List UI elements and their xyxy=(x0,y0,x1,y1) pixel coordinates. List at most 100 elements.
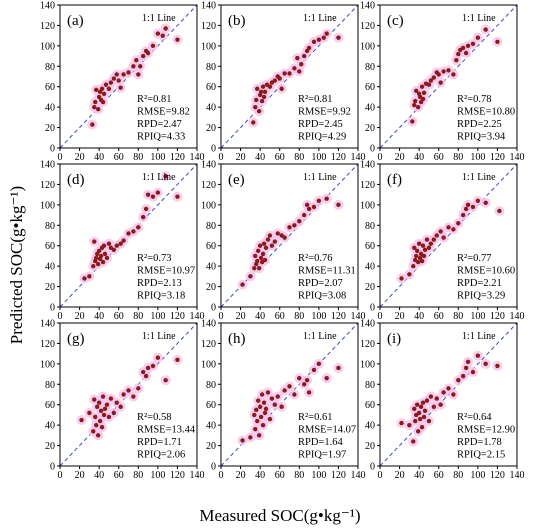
data-point xyxy=(412,406,417,411)
data-point xyxy=(475,35,481,40)
stat-text: RPIQ=2.06 xyxy=(137,450,185,461)
data-point xyxy=(131,229,136,234)
one-to-one-label: 1:1 Line xyxy=(303,13,337,24)
scatter-panel: 00 20 20 40 40 60 60 80 80 100 100 120 120 140 140 (g) 1… xyxy=(40,319,205,482)
y-tick-label: 40 xyxy=(206,103,216,114)
x-tick-label: 100 xyxy=(150,470,165,481)
x-tick-label: 40 xyxy=(255,311,265,322)
x-axis-title: Measured SOC(g•kg⁻¹) xyxy=(199,506,360,525)
y-tick-label: 20 xyxy=(365,123,375,134)
x-tick-label: 60 xyxy=(434,470,444,481)
data-point xyxy=(424,398,430,403)
data-point xyxy=(262,410,268,416)
data-point xyxy=(295,55,300,61)
x-tick-label: 0 xyxy=(219,311,224,322)
data-point xyxy=(253,427,258,432)
data-point xyxy=(297,69,302,74)
data-point xyxy=(98,408,104,414)
stat-text: RMSE=12.90 xyxy=(457,425,515,436)
x-tick-label: 80 xyxy=(133,311,143,322)
data-point xyxy=(431,237,437,242)
data-point xyxy=(258,414,264,420)
y-tick-label: 0 xyxy=(50,462,55,473)
data-point xyxy=(301,53,307,59)
x-tick-label: 0 xyxy=(378,152,383,163)
x-tick-label: 140 xyxy=(510,311,525,322)
y-tick-label: 40 xyxy=(206,262,216,273)
data-point xyxy=(421,253,427,259)
data-point xyxy=(414,88,419,94)
data-point xyxy=(420,243,426,248)
one-to-one-line xyxy=(379,4,518,149)
data-point xyxy=(248,274,253,279)
data-point xyxy=(287,71,292,76)
data-point xyxy=(256,109,262,114)
y-tick-label: 120 xyxy=(360,339,375,350)
x-tick-label: 120 xyxy=(331,311,346,322)
x-tick-label: 60 xyxy=(114,470,124,481)
data-point xyxy=(422,247,428,252)
data-point xyxy=(451,227,456,232)
data-point xyxy=(150,43,156,49)
data-point xyxy=(163,26,168,31)
data-point xyxy=(422,408,428,414)
one-to-one-label: 1:1 Line xyxy=(303,331,337,342)
data-point xyxy=(272,78,278,83)
data-point xyxy=(106,414,112,420)
data-point xyxy=(311,39,317,44)
y-tick-label: 80 xyxy=(45,221,55,232)
data-point xyxy=(301,212,307,218)
data-point xyxy=(255,248,261,254)
x-tick-label: 40 xyxy=(414,311,424,322)
x-tick-label: 140 xyxy=(190,311,205,322)
data-point xyxy=(407,422,412,428)
data-point xyxy=(257,404,263,409)
x-tick-label: 60 xyxy=(114,152,124,163)
data-point xyxy=(126,231,131,236)
data-point xyxy=(483,27,488,32)
data-point xyxy=(121,392,126,397)
data-point xyxy=(470,369,476,375)
y-tick-label: 120 xyxy=(201,339,216,350)
stat-text: RMSE=13.44 xyxy=(137,425,196,436)
data-point xyxy=(465,43,471,49)
y-tick-label: 20 xyxy=(45,123,55,134)
data-point xyxy=(417,416,423,422)
scatter-panel: 00 20 20 40 40 60 60 80 80 100 100 120 120 140 140 (e) 1… xyxy=(201,160,366,323)
y-tick-label: 20 xyxy=(365,282,375,293)
y-tick-label: 120 xyxy=(201,21,216,32)
data-point xyxy=(259,392,265,397)
data-point xyxy=(140,369,146,375)
data-point xyxy=(267,416,273,422)
x-tick-label: 100 xyxy=(150,311,165,322)
data-point xyxy=(470,204,476,210)
data-point xyxy=(111,76,117,81)
y-tick-label: 140 xyxy=(40,1,55,12)
data-point xyxy=(94,422,99,428)
x-tick-label: 140 xyxy=(190,152,205,163)
data-point xyxy=(90,122,95,127)
y-tick-label: 40 xyxy=(365,262,375,273)
data-point xyxy=(306,45,312,51)
data-point xyxy=(434,233,439,238)
data-point xyxy=(306,206,312,212)
data-point xyxy=(414,253,419,259)
data-point xyxy=(108,396,114,401)
y-tick-label: 60 xyxy=(206,82,216,93)
panel-frame xyxy=(59,4,198,149)
y-tick-label: 0 xyxy=(50,303,55,314)
data-point xyxy=(438,229,443,234)
data-point xyxy=(163,378,168,383)
data-point xyxy=(483,361,488,367)
data-point xyxy=(282,388,287,393)
x-tick-label: 80 xyxy=(453,311,463,322)
data-point xyxy=(324,31,329,36)
data-point xyxy=(412,245,417,250)
data-point xyxy=(253,104,258,110)
data-point xyxy=(419,84,425,89)
data-point xyxy=(99,424,105,430)
data-point xyxy=(258,89,264,95)
data-point xyxy=(261,94,267,100)
y-tick-label: 40 xyxy=(45,262,55,273)
data-point xyxy=(150,194,156,199)
